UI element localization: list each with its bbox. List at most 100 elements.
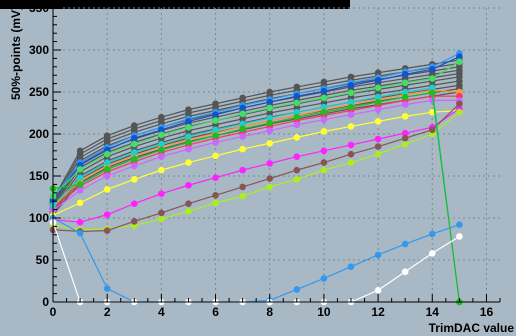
series-line [52,95,460,210]
data-point [103,159,111,166]
x-tick-label: 4 [158,305,165,319]
series-11 [49,53,463,204]
data-point [76,199,84,207]
data-point [103,165,111,173]
data-point [212,174,219,181]
data-point [266,119,274,127]
data-point [185,159,192,166]
data-point [185,139,192,146]
data-point [428,249,436,257]
data-point [185,123,192,131]
series-line [52,103,460,233]
data-point [428,126,436,134]
data-point [239,145,246,153]
data-point [401,88,409,96]
data-point [239,115,246,123]
series-19 [49,100,463,235]
series-line [52,59,460,200]
data-point [239,110,246,118]
data-point [456,53,463,61]
data-point [76,218,84,226]
x-tick-label: 0 [50,305,57,319]
data-point [456,58,463,66]
data-point [185,207,192,215]
data-point [103,186,111,193]
data-point [320,116,328,124]
data-point [185,133,192,140]
x-tick-label: 14 [426,305,440,319]
data-point [76,174,84,181]
data-point [320,108,328,116]
data-point [212,139,219,146]
data-point [347,141,355,149]
axes: 0 2 4 6 8 10 12 14 16 0 50 100 150 200 250 300 350 [29,1,501,319]
data-point [320,147,328,155]
data-point [76,186,84,194]
data-point [293,92,301,100]
data-point [266,160,274,167]
data-point [374,143,382,150]
x-tick-label: 2 [104,305,111,319]
data-point [158,146,165,154]
data-point [212,192,219,199]
data-point [374,84,382,92]
data-point [239,183,246,191]
data-point [374,98,382,106]
data-point [374,286,382,294]
data-point [401,93,409,101]
data-point [293,121,301,129]
y-tick-label: 250 [29,85,49,99]
data-point [428,89,436,97]
data-point [401,71,409,78]
data-point [456,108,463,116]
data-point [401,240,409,248]
data-point [76,147,84,155]
data-point [401,79,409,87]
data-point [374,93,382,101]
data-point [428,84,436,92]
data-point [456,233,463,240]
series-line [52,61,460,197]
x-tick-label: 16 [480,305,494,319]
series-line [52,80,460,210]
data-point [374,118,382,125]
data-point [103,227,111,234]
data-point [266,175,274,182]
data-point [456,221,463,229]
y-tick-label: 150 [29,169,49,183]
data-point [456,77,463,85]
data-point [103,132,111,139]
series-line [52,62,460,202]
x-tick-label: 12 [371,305,385,319]
data-point [185,145,192,153]
data-point [374,76,382,84]
data-point [185,200,192,208]
data-point [320,275,328,282]
data-point [266,109,274,117]
data-point [130,134,138,142]
y-tick-label: 350 [29,1,49,15]
series-line [52,99,460,211]
data-point [320,87,328,95]
data-point [347,150,355,158]
data-point [347,98,355,106]
y-tick-label: 200 [29,127,49,141]
y-tick-label: 50 [36,253,50,267]
data-point [239,133,246,140]
data-point [428,108,436,116]
data-point [158,140,165,148]
x-axis-label: TrimDAC value [429,321,515,335]
data-point [212,152,219,160]
data-point [320,128,328,135]
data-point [103,211,111,218]
data-point [401,113,409,120]
data-point [158,126,165,134]
data-point [428,75,436,82]
data-point [347,123,355,130]
data-point [401,134,409,142]
data-point [347,103,355,111]
data-point [347,81,355,89]
data-point [266,127,274,134]
data-point [456,100,463,108]
